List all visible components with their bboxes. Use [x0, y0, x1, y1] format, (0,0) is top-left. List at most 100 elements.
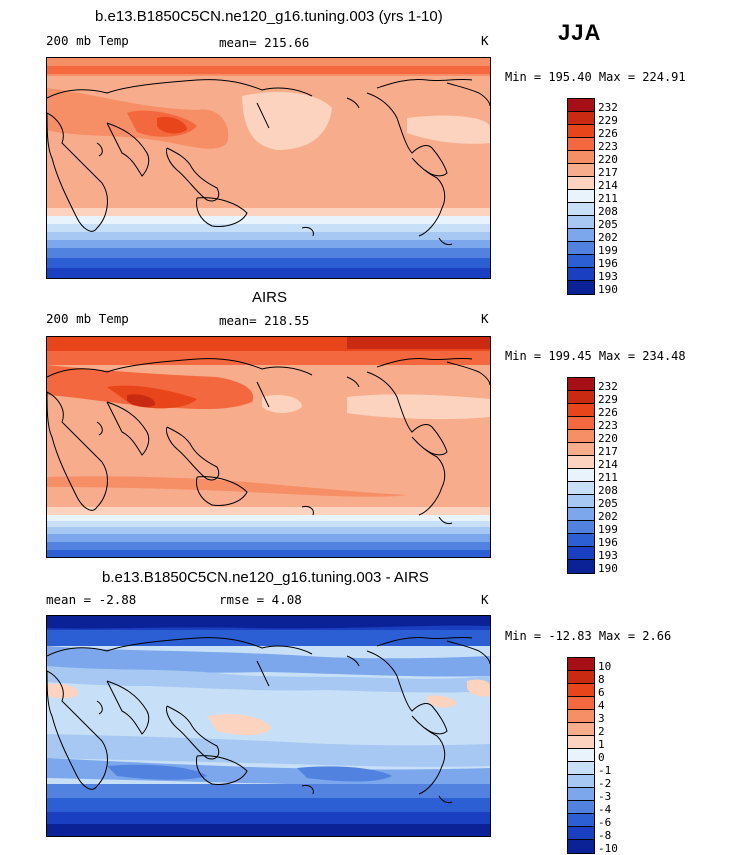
colorbar-box: [568, 736, 594, 749]
colorbar-box: [568, 164, 594, 177]
colorbar-box: [568, 560, 594, 573]
colorbar-box: [568, 749, 594, 762]
colorbar-box: [568, 710, 594, 723]
colorbar-box: [568, 482, 594, 495]
colorbar-box: [568, 378, 594, 391]
colorbar-box: [568, 151, 594, 164]
colorbar-label: 214: [598, 458, 618, 471]
colorbar-label: 196: [598, 257, 618, 270]
panel2-title: AIRS: [252, 289, 288, 306]
colorbar-box: [568, 788, 594, 801]
colorbar-label: 232: [598, 380, 618, 393]
colorbar-box: [568, 255, 594, 268]
colorbar-box: [568, 242, 594, 255]
colorbar-box: [568, 495, 594, 508]
colorbar-label: 202: [598, 510, 618, 523]
panel2-colorbar: [567, 377, 595, 574]
panel2-units-label: K: [481, 311, 489, 326]
colorbar-box: [568, 658, 594, 671]
colorbar-label: 223: [598, 419, 618, 432]
colorbar-label: -2: [598, 777, 612, 790]
colorbar-label: 193: [598, 270, 618, 283]
colorbar-box: [568, 430, 594, 443]
panel3-units-label: K: [481, 592, 489, 607]
colorbar-label: 211: [598, 471, 618, 484]
colorbar-box: [568, 125, 594, 138]
colorbar-box: [568, 190, 594, 203]
panel3-title: b.e13.B1850C5CN.ne120_g16.tuning.003 - A…: [102, 569, 429, 586]
panel3-colorbar: [567, 657, 595, 854]
colorbar-box: [568, 521, 594, 534]
colorbar-label: 217: [598, 445, 618, 458]
colorbar-label: -8: [598, 829, 612, 842]
colorbar-label: -10: [598, 842, 618, 855]
colorbar-label: 2: [598, 725, 605, 738]
colorbar-box: [568, 801, 594, 814]
colorbar-box: [568, 112, 594, 125]
colorbar-box: [568, 177, 594, 190]
colorbar-label: 193: [598, 549, 618, 562]
colorbar-box: [568, 762, 594, 775]
colorbar-box: [568, 775, 594, 788]
colorbar-label: 8: [598, 673, 605, 686]
panel3-colorbar-labels: 10 8 6 4 3 2 1 0 -1 -2 -3 -4 -6 -8 -10: [598, 660, 618, 855]
colorbar-box: [568, 697, 594, 710]
colorbar-box: [568, 508, 594, 521]
colorbar-box: [568, 534, 594, 547]
colorbar-label: 190: [598, 562, 618, 575]
colorbar-box: [568, 814, 594, 827]
colorbar-label: 229: [598, 114, 618, 127]
panel2-minmax: Min = 199.45 Max = 234.48: [505, 349, 686, 363]
colorbar-label: 6: [598, 686, 605, 699]
panel2-map: [46, 336, 491, 558]
colorbar-box: [568, 216, 594, 229]
panel2-colorbar-labels: 232 229 226 223 220 217 214 211 208 205 …: [598, 380, 618, 575]
colorbar-label: 190: [598, 283, 618, 296]
colorbar-label: 205: [598, 218, 618, 231]
colorbar-label: -6: [598, 816, 612, 829]
season-label: JJA: [558, 20, 602, 45]
panel1-units-label: K: [481, 33, 489, 48]
colorbar-box: [568, 404, 594, 417]
panel1-mean-label: mean= 215.66: [219, 35, 310, 50]
colorbar-label: 10: [598, 660, 612, 673]
colorbar-box: [568, 723, 594, 736]
panel1-colorbar: [567, 98, 595, 295]
colorbar-box: [568, 281, 594, 294]
panel3-map: [46, 615, 491, 837]
colorbar-label: 196: [598, 536, 618, 549]
colorbar-label: 217: [598, 166, 618, 179]
colorbar-label: 220: [598, 153, 618, 166]
colorbar-label: 211: [598, 192, 618, 205]
colorbar-label: 214: [598, 179, 618, 192]
colorbar-label: 199: [598, 244, 618, 257]
colorbar-box: [568, 391, 594, 404]
colorbar-label: -4: [598, 803, 612, 816]
colorbar-label: 205: [598, 497, 618, 510]
colorbar-box: [568, 456, 594, 469]
colorbar-label: -1: [598, 764, 612, 777]
colorbar-label: 220: [598, 432, 618, 445]
panel3-rmse-label: rmse = 4.08: [219, 592, 302, 607]
colorbar-label: 226: [598, 406, 618, 419]
panel1-variable-label: 200 mb Temp: [46, 33, 129, 48]
colorbar-box: [568, 99, 594, 112]
colorbar-label: 208: [598, 205, 618, 218]
panel3-mean-label: mean = -2.88: [46, 592, 137, 607]
panel1-minmax: Min = 195.40 Max = 224.91: [505, 70, 686, 84]
colorbar-box: [568, 671, 594, 684]
colorbar-box: [568, 203, 594, 216]
colorbar-box: [568, 443, 594, 456]
colorbar-label: 232: [598, 101, 618, 114]
colorbar-label: -3: [598, 790, 612, 803]
colorbar-box: [568, 827, 594, 840]
colorbar-box: [568, 138, 594, 151]
colorbar-label: 208: [598, 484, 618, 497]
colorbar-label: 3: [598, 712, 605, 725]
colorbar-label: 226: [598, 127, 618, 140]
panel1-map: [46, 57, 491, 279]
colorbar-label: 202: [598, 231, 618, 244]
colorbar-label: 4: [598, 699, 605, 712]
colorbar-label: 223: [598, 140, 618, 153]
colorbar-box: [568, 684, 594, 697]
